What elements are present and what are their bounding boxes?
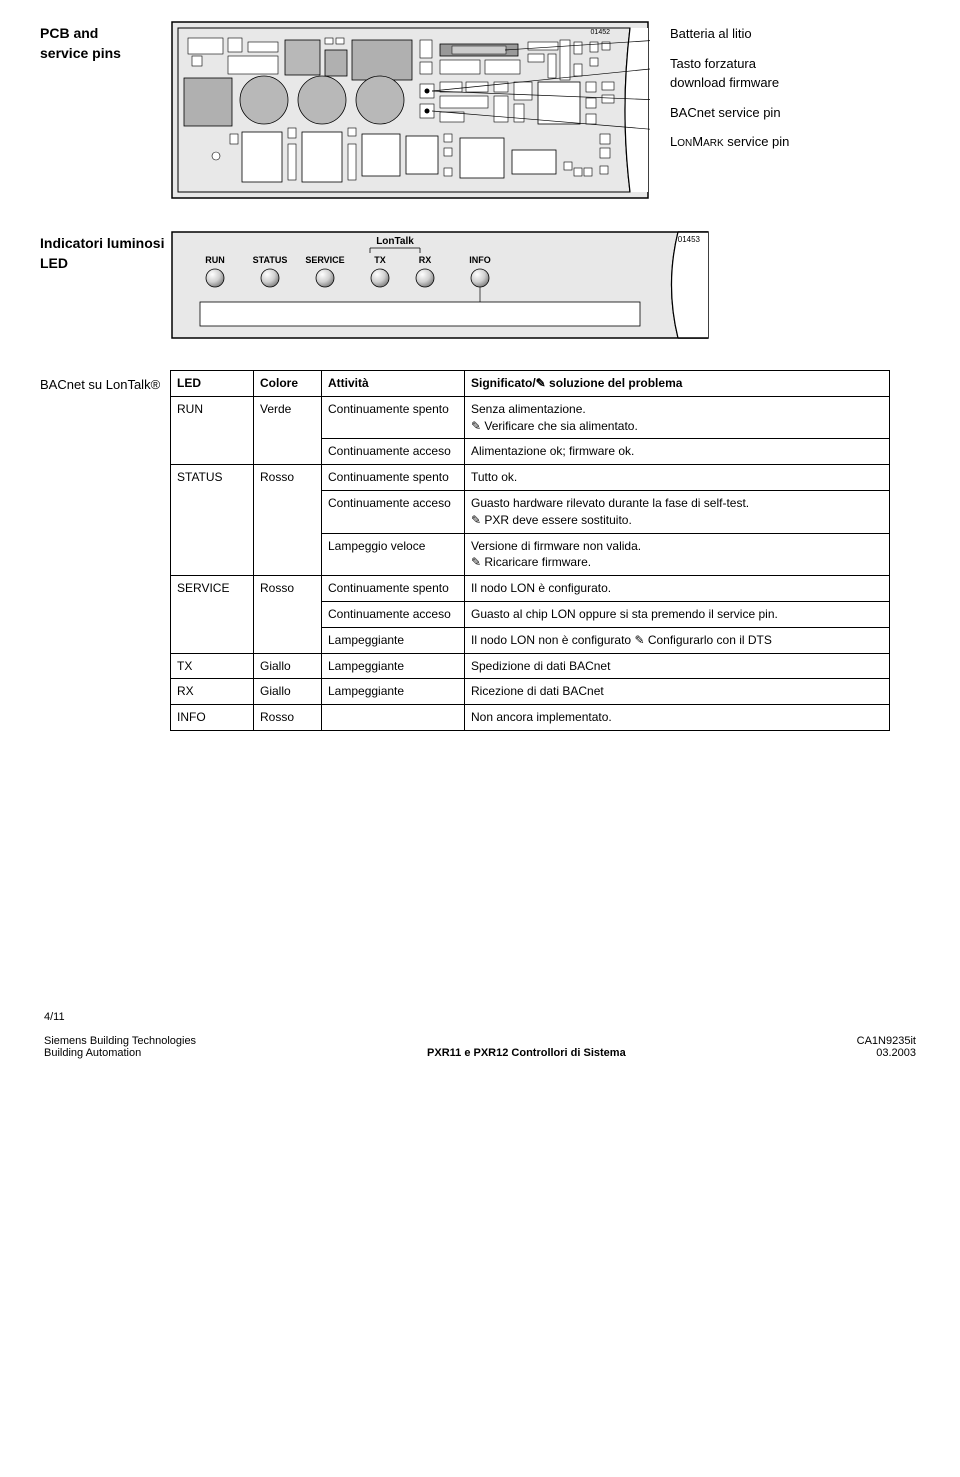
pcb-diagram: 01452 <box>170 20 650 200</box>
cell-activity: Continuamente spento <box>322 396 465 439</box>
led-section: Indicatori luminosi LED 01453 <box>40 230 920 340</box>
led-table: LED Colore Attività Significato/✎ soluzi… <box>170 370 890 731</box>
cell-color: Rosso <box>254 705 322 731</box>
cell-activity <box>322 705 465 731</box>
led-panel-diagram: 01453 LonTalk RUN STATUS SERVICE TX RX I… <box>170 230 710 340</box>
battery-label: Batteria al litio <box>670 24 789 44</box>
cell-activity: Continuamente acceso <box>322 439 465 465</box>
pcb-section: PCB and service pins 01452 <box>40 20 920 200</box>
callout-labels: Batteria al litio Tasto forzatura downlo… <box>670 20 789 162</box>
svg-text:INFO: INFO <box>469 255 491 265</box>
cell-activity: Continuamente acceso <box>322 490 465 533</box>
cell-meaning: Ricezione di dati BACnet <box>465 679 890 705</box>
cell-color: Rosso <box>254 465 322 576</box>
svg-text:RUN: RUN <box>205 255 225 265</box>
cell-meaning: Il nodo LON è configurato. <box>465 576 890 602</box>
footer: 4/11 Siemens Building Technologies Build… <box>40 1011 920 1059</box>
cell-led: TX <box>171 653 254 679</box>
table-header-row: LED Colore Attività Significato/✎ soluzi… <box>171 371 890 397</box>
table-row: RUN Verde Continuamente spento Senza ali… <box>171 396 890 439</box>
cell-color: Giallo <box>254 653 322 679</box>
cell-meaning: Il nodo LON non è configurato ✎ Configur… <box>465 627 890 653</box>
svg-text:01453: 01453 <box>678 235 701 244</box>
cell-meaning: Tutto ok. <box>465 465 890 491</box>
cell-meaning: Guasto hardware rilevato durante la fase… <box>465 490 890 533</box>
cell-meaning: Guasto al chip LON oppure si sta premend… <box>465 601 890 627</box>
pcb-title: PCB and service pins <box>40 20 170 63</box>
table-row: RX Giallo Lampeggiante Ricezione di dati… <box>171 679 890 705</box>
cell-led: RUN <box>171 396 254 464</box>
cell-activity: Lampeggio veloce <box>322 533 465 576</box>
cell-meaning: Spedizione di dati BACnet <box>465 653 890 679</box>
cell-meaning: Non ancora implementato. <box>465 705 890 731</box>
indicators-title: Indicatori luminosi LED <box>40 230 170 273</box>
cell-meaning: Alimentazione ok; firmware ok. <box>465 439 890 465</box>
table-row: STATUS Rosso Continuamente spento Tutto … <box>171 465 890 491</box>
th-attivita: Attività <box>322 371 465 397</box>
cell-activity: Continuamente spento <box>322 576 465 602</box>
lonmark-pin-label: LONMARK service pin <box>670 132 789 152</box>
footer-left: 4/11 Siemens Building Technologies Build… <box>44 1011 196 1059</box>
cell-meaning: Senza alimentazione. Verificare che sia … <box>465 396 890 439</box>
table-section: BACnet su LonTalk® LED Colore Attività S… <box>40 370 920 731</box>
footer-right: CA1N9235it 03.2003 <box>857 1035 916 1059</box>
cell-meaning: Versione di firmware non valida. Ricaric… <box>465 533 890 576</box>
table-row: TX Giallo Lampeggiante Spedizione di dat… <box>171 653 890 679</box>
th-significato: Significato/✎ soluzione del problema <box>465 371 890 397</box>
firmware-label: Tasto forzatura download firmware <box>670 54 789 93</box>
cell-color: Rosso <box>254 576 322 653</box>
svg-text:RX: RX <box>419 255 432 265</box>
cell-activity: Continuamente acceso <box>322 601 465 627</box>
cell-activity: Lampeggiante <box>322 627 465 653</box>
cell-led: RX <box>171 679 254 705</box>
th-led: LED <box>171 371 254 397</box>
table-row: INFO Rosso Non ancora implementato. <box>171 705 890 731</box>
cell-activity: Lampeggiante <box>322 679 465 705</box>
cell-color: Verde <box>254 396 322 464</box>
cell-led: STATUS <box>171 465 254 576</box>
th-colore: Colore <box>254 371 322 397</box>
svg-text:01452: 01452 <box>591 29 611 36</box>
cell-color: Giallo <box>254 679 322 705</box>
table-row: SERVICE Rosso Continuamente spento Il no… <box>171 576 890 602</box>
cell-led: SERVICE <box>171 576 254 653</box>
svg-text:STATUS: STATUS <box>253 255 288 265</box>
cell-led: INFO <box>171 705 254 731</box>
svg-text:TX: TX <box>374 255 386 265</box>
footer-center: PXR11 e PXR12 Controllori di Sistema <box>427 1047 626 1059</box>
cell-activity: Continuamente spento <box>322 465 465 491</box>
svg-text:SERVICE: SERVICE <box>305 255 344 265</box>
bacnet-pin-label: BACnet service pin <box>670 103 789 123</box>
cell-activity: Lampeggiante <box>322 653 465 679</box>
svg-text:LonTalk: LonTalk <box>376 236 414 247</box>
bacnet-label: BACnet su LonTalk® <box>40 370 170 394</box>
